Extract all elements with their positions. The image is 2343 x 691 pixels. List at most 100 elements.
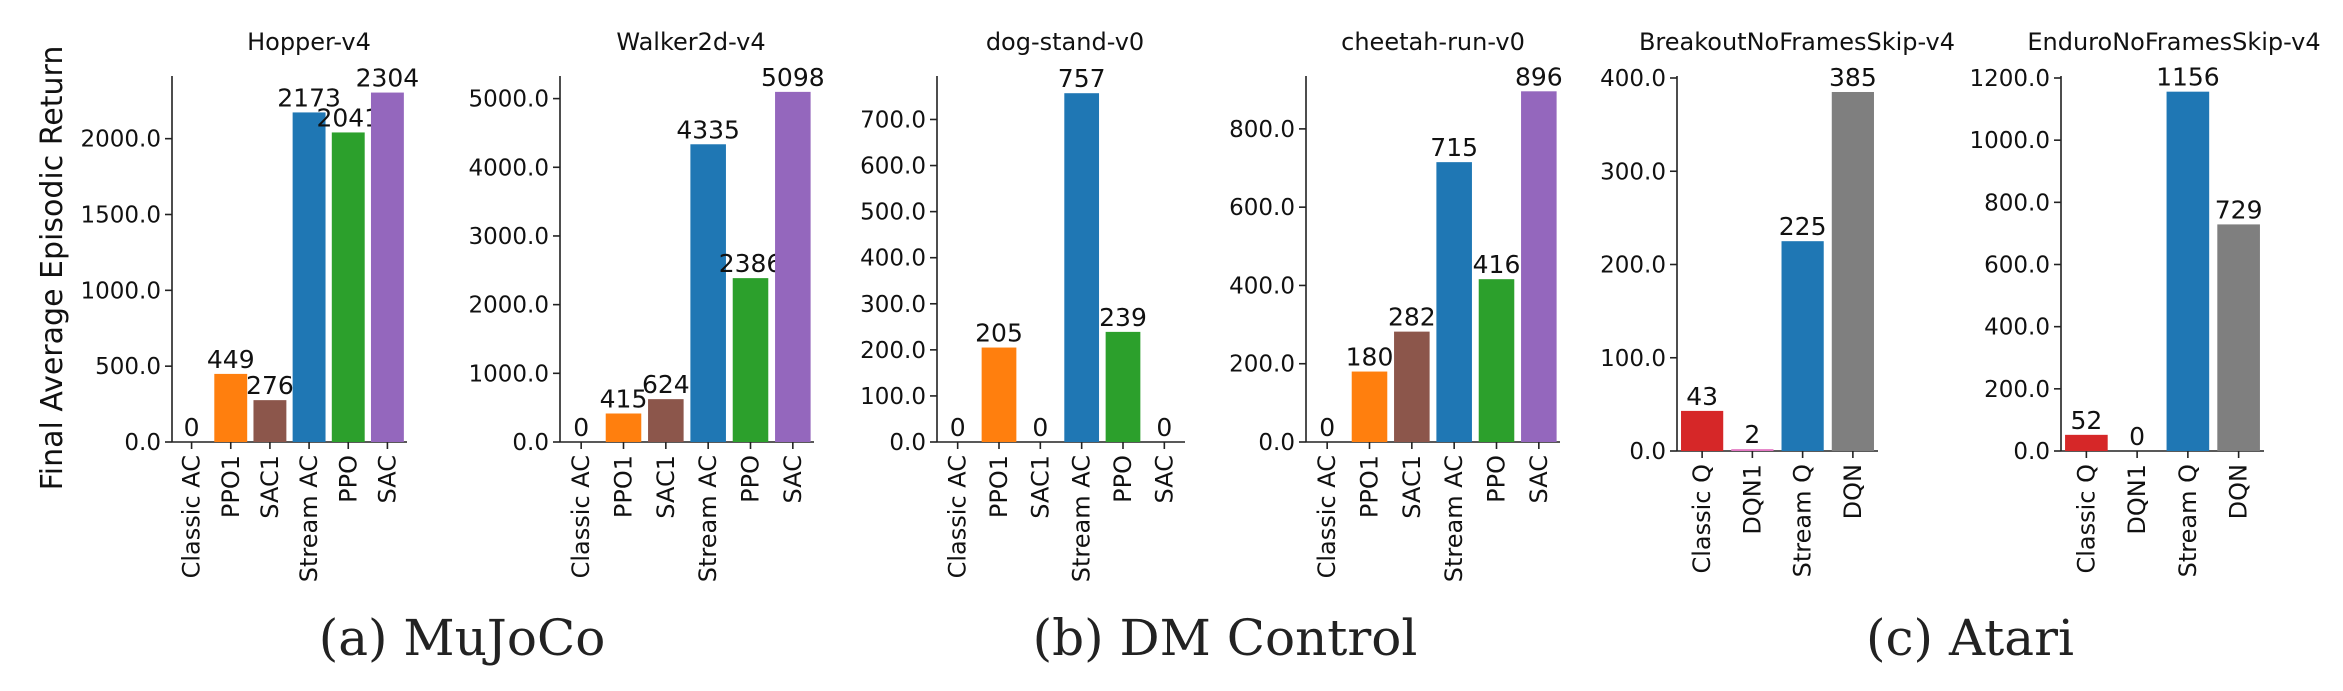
chart-title: Hopper-v4	[247, 28, 371, 56]
bar-value-label: 2386	[719, 249, 783, 278]
x-tick-label: DQN	[1839, 464, 1867, 519]
y-tick-label: 1200.0	[1970, 66, 2050, 92]
x-tick-label: Stream AC	[295, 455, 323, 582]
bar-value-label: 2041	[316, 103, 380, 132]
y-tick-label: 200.0	[1229, 352, 1295, 378]
x-tick-label: SAC1	[256, 455, 284, 519]
bar-value-label: 715	[1430, 133, 1478, 162]
bar-value-label: 276	[246, 371, 294, 400]
y-tick-label: 1500.0	[81, 203, 161, 229]
bar-value-label: 225	[1779, 212, 1827, 241]
y-tick-label: 400.0	[1229, 273, 1295, 299]
x-tick-label: DQN1	[1738, 464, 1766, 535]
y-tick-label: 1000.0	[469, 361, 549, 387]
y-tick-label: 1000.0	[1970, 128, 2050, 154]
bar-value-label: 0	[1319, 413, 1335, 442]
x-tick-label: PPO1	[1356, 455, 1384, 518]
bar-value-label: 385	[1829, 63, 1877, 92]
y-tick-label: 300.0	[860, 292, 926, 318]
bar	[1394, 331, 1430, 442]
y-tick-label: 0.0	[124, 430, 161, 456]
bar	[1681, 410, 1724, 451]
y-tick-label: 400.0	[1600, 66, 1666, 92]
x-tick-label: Stream Q	[2174, 464, 2202, 577]
x-tick-label: PPO1	[610, 455, 638, 518]
bar	[1351, 371, 1388, 442]
bar-value-label: 0	[2129, 422, 2145, 451]
x-tick-label: DQN	[2225, 464, 2253, 519]
bar-value-label: 896	[1515, 62, 1563, 91]
panels: Hopper-v4 0.0 500.0 1000.0 1500.0 2000.0 0 Clas…	[81, 28, 2321, 582]
bar-value-label: 239	[1099, 303, 1147, 332]
y-tick-label: 200.0	[1984, 377, 2050, 403]
y-tick-label: 0.0	[1258, 430, 1295, 456]
chart-title: EnduroNoFramesSkip-v4	[2027, 28, 2320, 56]
y-tick-label: 2000.0	[81, 127, 161, 153]
y-tick-label: 700.0	[860, 107, 926, 133]
x-tick-label: Classic Q	[1688, 464, 1716, 574]
bar-value-label: 4335	[676, 115, 740, 144]
bar-value-label: 449	[207, 345, 255, 374]
bar-value-label: 415	[600, 384, 648, 413]
y-tick-label: 200.0	[1600, 253, 1666, 279]
bar-value-label: 729	[2215, 195, 2263, 224]
bar	[214, 373, 248, 442]
y-tick-label: 100.0	[1600, 346, 1666, 372]
bar	[2217, 224, 2260, 451]
bar-value-label: 0	[1032, 413, 1048, 442]
bar	[1521, 91, 1557, 442]
bar	[775, 91, 811, 443]
x-tick-label: Classic Q	[2072, 464, 2100, 574]
bar-value-label: 624	[642, 370, 690, 399]
x-tick-label: PPO	[737, 455, 765, 503]
bar	[1436, 162, 1472, 442]
y-tick-label: 600.0	[860, 154, 926, 180]
bar-value-label: 52	[2070, 406, 2102, 435]
bar	[1105, 331, 1141, 442]
y-tick-label: 800.0	[1984, 190, 2050, 216]
bar-value-label: 0	[950, 413, 966, 442]
bar	[370, 92, 404, 442]
y-tick-label: 2000.0	[469, 293, 549, 319]
x-tick-label: Classic AC	[567, 455, 595, 578]
bar-value-label: 43	[1686, 382, 1718, 411]
y-tick-label: 800.0	[1229, 117, 1295, 143]
chart-title: BreakoutNoFramesSkip-v4	[1639, 28, 1955, 56]
bar-value-label: 5098	[761, 63, 825, 92]
bar	[1731, 449, 1774, 451]
chart-title: cheetah-run-v0	[1341, 28, 1525, 56]
bar-value-label: 2304	[356, 64, 420, 93]
bar-value-label: 416	[1473, 250, 1521, 279]
y-tick-label: 0.0	[2013, 439, 2050, 465]
y-tick-label: 500.0	[860, 200, 926, 226]
x-tick-label: SAC	[1525, 455, 1553, 503]
y-axis-label: Final Average Episodic Return	[35, 46, 70, 491]
chart-panel: dog-stand-v0 0.0 100.0 200.0 300.0 400.0 500.0…	[860, 28, 1185, 582]
x-tick-label: PPO1	[985, 455, 1013, 518]
chart-title: Walker2d-v4	[616, 28, 765, 56]
y-tick-label: 1000.0	[81, 278, 161, 304]
x-tick-label: PPO	[334, 455, 362, 503]
y-tick-label: 3000.0	[469, 224, 549, 250]
x-tick-label: SAC1	[652, 455, 680, 519]
y-tick-label: 400.0	[1984, 315, 2050, 341]
x-tick-label: SAC	[373, 455, 401, 503]
x-tick-label: SAC1	[1398, 455, 1426, 519]
bar-value-label: 2173	[277, 83, 341, 112]
chart-title: dog-stand-v0	[986, 28, 1144, 56]
x-tick-label: Classic AC	[178, 455, 206, 578]
bar-value-label: 282	[1388, 303, 1436, 332]
bar	[2065, 434, 2108, 451]
y-tick-label: 4000.0	[469, 155, 549, 181]
caption-atari: (c) Atari	[1866, 609, 2074, 667]
y-tick-label: 100.0	[860, 384, 926, 410]
y-tick-label: 400.0	[860, 246, 926, 272]
bar-value-label: 180	[1346, 343, 1394, 372]
bar-value-label: 0	[184, 413, 200, 442]
x-tick-label: SAC1	[1026, 455, 1054, 519]
x-tick-label: PPO1	[217, 455, 245, 518]
bar-value-label: 0	[1156, 413, 1172, 442]
y-tick-label: 5000.0	[469, 87, 549, 113]
y-tick-label: 600.0	[1984, 253, 2050, 279]
